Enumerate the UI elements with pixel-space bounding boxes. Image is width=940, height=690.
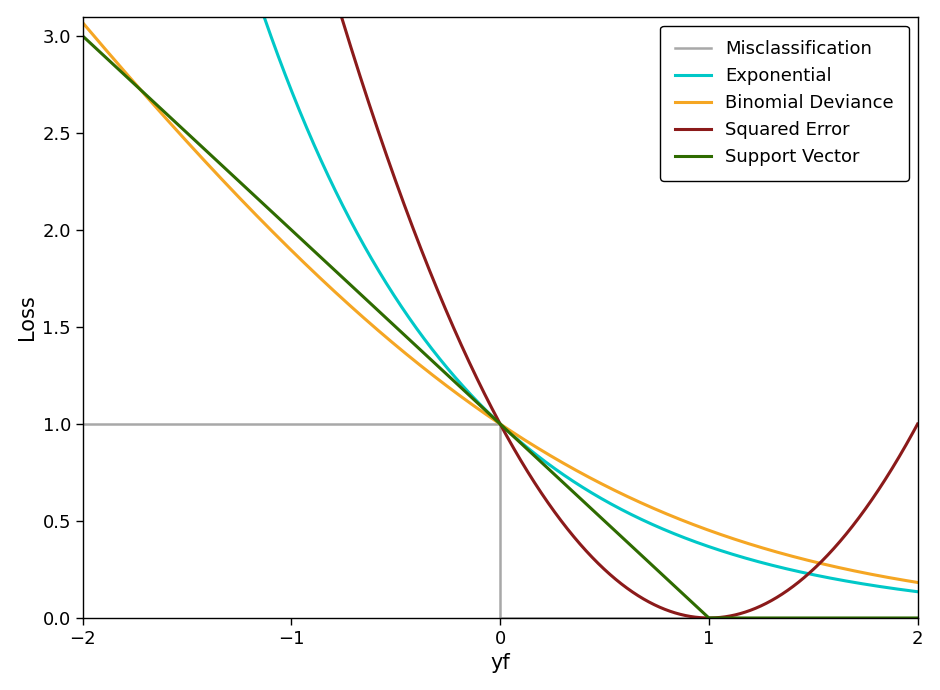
X-axis label: yf: yf [491, 653, 510, 673]
Legend: Misclassification, Exponential, Binomial Deviance, Squared Error, Support Vector: Misclassification, Exponential, Binomial… [661, 26, 909, 181]
Y-axis label: Loss: Loss [17, 295, 37, 340]
